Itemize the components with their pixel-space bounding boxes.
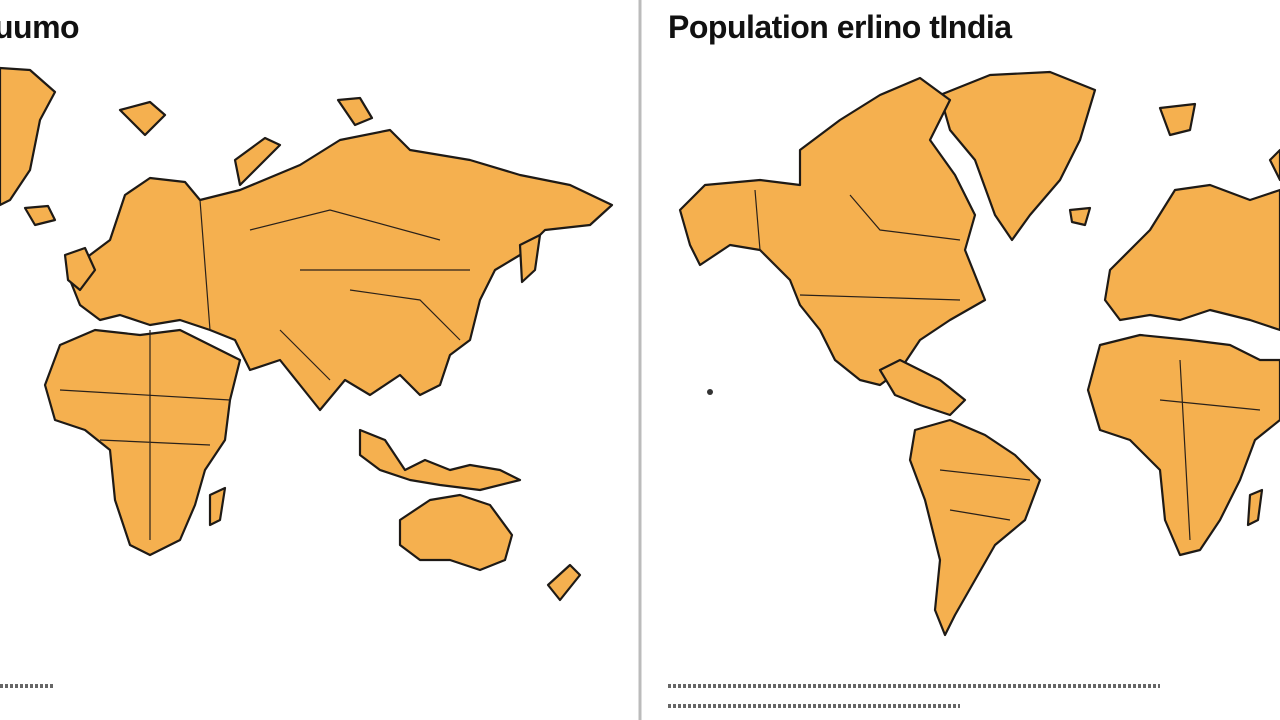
panel-title: Population erlino tIndia: [668, 9, 1012, 45]
panel-title: uumo: [0, 9, 79, 45]
left-map: [0, 66, 614, 602]
right-map: [678, 70, 1280, 637]
